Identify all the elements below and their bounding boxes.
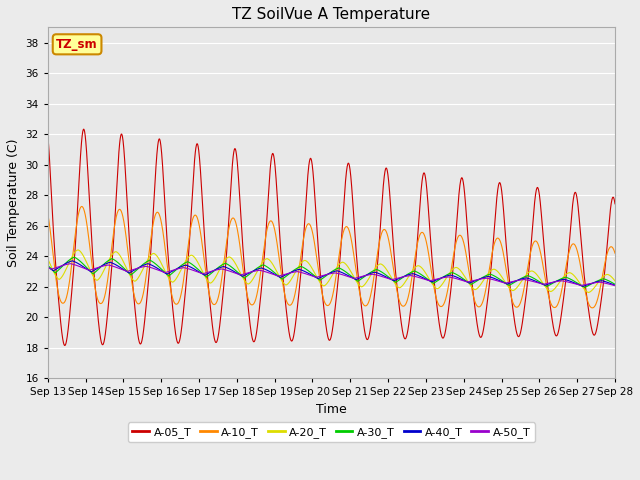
A-05_T	[80, 126, 88, 132]
A-10_T	[611, 250, 619, 256]
A-40_T	[539, 281, 547, 287]
A-05_T	[287, 336, 294, 341]
A-20_T	[539, 280, 547, 286]
A-50_T	[67, 261, 74, 266]
A-20_T	[74, 247, 82, 253]
A-05_T	[44, 132, 52, 138]
A-10_T	[78, 204, 86, 209]
Line: A-30_T: A-30_T	[48, 257, 615, 288]
A-40_T	[579, 284, 587, 289]
A-20_T	[585, 289, 593, 295]
A-10_T	[262, 235, 269, 240]
Title: TZ SoilVue A Temperature: TZ SoilVue A Temperature	[232, 7, 431, 22]
A-50_T	[286, 270, 294, 276]
A-30_T	[44, 262, 52, 268]
A-50_T	[44, 265, 52, 271]
A-20_T	[109, 251, 116, 257]
A-10_T	[143, 272, 150, 278]
A-50_T	[262, 269, 269, 275]
A-05_T	[600, 273, 608, 279]
A-30_T	[109, 256, 116, 262]
A-10_T	[600, 264, 608, 269]
A-05_T	[109, 249, 116, 255]
A-50_T	[143, 264, 150, 269]
A-40_T	[143, 261, 150, 267]
Line: A-20_T: A-20_T	[48, 250, 615, 292]
A-30_T	[539, 281, 547, 287]
A-40_T	[44, 264, 52, 270]
A-40_T	[262, 266, 269, 272]
A-10_T	[286, 302, 294, 308]
A-30_T	[143, 259, 150, 265]
A-40_T	[109, 260, 116, 266]
A-50_T	[539, 281, 547, 287]
Line: A-40_T: A-40_T	[48, 261, 615, 287]
A-10_T	[109, 237, 116, 243]
A-30_T	[611, 281, 619, 287]
Line: A-10_T: A-10_T	[48, 206, 615, 308]
Legend: A-05_T, A-10_T, A-20_T, A-30_T, A-40_T, A-50_T: A-05_T, A-10_T, A-20_T, A-30_T, A-40_T, …	[128, 422, 535, 442]
A-50_T	[109, 263, 116, 269]
A-10_T	[539, 262, 547, 268]
A-30_T	[600, 276, 608, 282]
A-30_T	[70, 254, 78, 260]
Y-axis label: Soil Temperature (C): Soil Temperature (C)	[7, 139, 20, 267]
A-40_T	[68, 258, 76, 264]
A-20_T	[286, 278, 294, 284]
A-20_T	[611, 278, 619, 284]
A-40_T	[611, 282, 619, 288]
A-40_T	[286, 270, 294, 276]
A-05_T	[143, 300, 150, 305]
A-20_T	[44, 256, 52, 262]
A-40_T	[600, 278, 608, 284]
A-20_T	[143, 259, 150, 265]
A-10_T	[44, 211, 52, 217]
A-30_T	[262, 263, 269, 269]
A-50_T	[600, 280, 608, 286]
A-10_T	[588, 305, 596, 311]
A-50_T	[611, 283, 619, 288]
A-05_T	[540, 233, 547, 239]
A-05_T	[61, 343, 68, 348]
A-20_T	[600, 273, 608, 279]
X-axis label: Time: Time	[316, 403, 347, 416]
Line: A-05_T: A-05_T	[48, 129, 615, 346]
A-05_T	[262, 234, 269, 240]
A-20_T	[262, 256, 269, 262]
Text: TZ_sm: TZ_sm	[56, 38, 98, 51]
A-30_T	[581, 285, 589, 290]
A-30_T	[286, 270, 294, 276]
Line: A-50_T: A-50_T	[48, 264, 615, 286]
A-05_T	[611, 201, 619, 207]
